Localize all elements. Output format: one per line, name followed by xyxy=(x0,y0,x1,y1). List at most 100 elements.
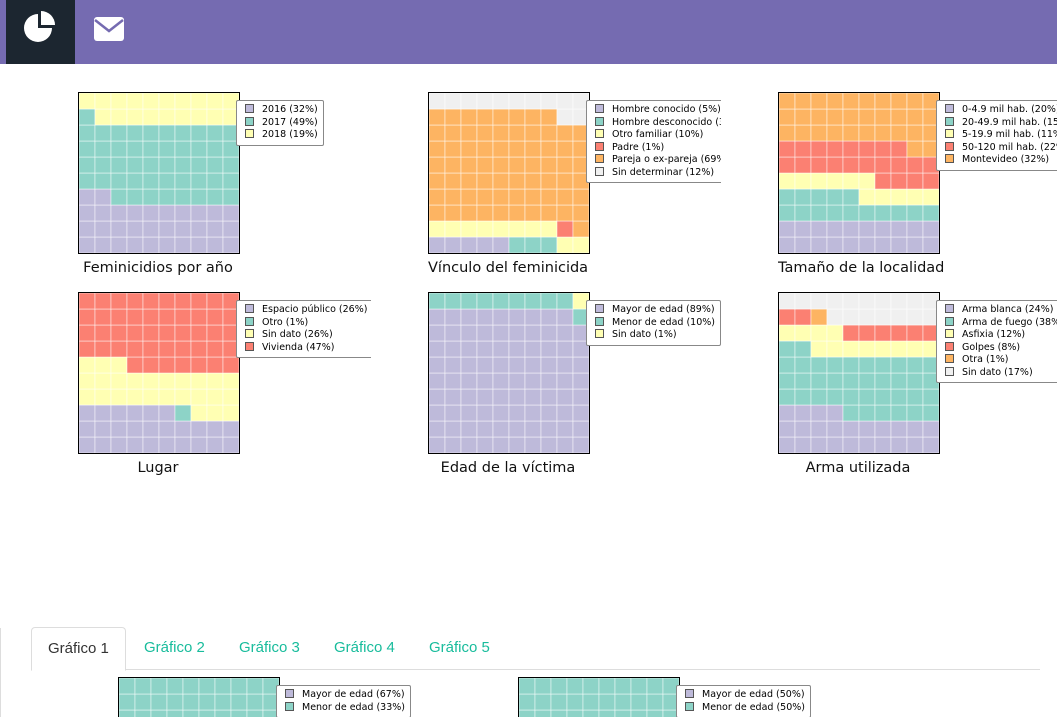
waffle-cell xyxy=(444,236,462,254)
waffle-cell xyxy=(110,324,128,342)
waffle-panel: Hombre conocido (5%) Hombre desconocido (… xyxy=(428,92,721,282)
waffle-cell xyxy=(524,340,542,358)
waffle-cell xyxy=(556,140,574,158)
waffle-cell xyxy=(460,188,478,206)
waffle-cell xyxy=(174,92,192,110)
waffle-cell xyxy=(492,292,510,310)
waffle-cell xyxy=(842,340,860,358)
waffle-cell xyxy=(174,172,192,190)
waffle-cell xyxy=(524,172,542,190)
waffle-cell xyxy=(540,356,558,374)
mail-nav-button[interactable] xyxy=(75,0,144,64)
waffle-cell xyxy=(126,340,144,358)
waffle-cell xyxy=(508,188,526,206)
tab[interactable]: Gráfico 4 xyxy=(334,639,395,656)
waffle-cell xyxy=(444,204,462,222)
waffle-cell xyxy=(230,677,248,695)
waffle-cell xyxy=(556,204,574,222)
legend: Mayor de edad (89%) Menor de edad (10%) Si… xyxy=(586,300,721,346)
waffle-cell xyxy=(126,108,144,126)
waffle-cell xyxy=(794,436,812,454)
waffle-cell xyxy=(794,188,812,206)
waffle-cell xyxy=(78,236,96,254)
chart-title: Edad de la víctima xyxy=(440,460,576,476)
waffle-cell xyxy=(826,108,844,126)
waffle-cell xyxy=(182,693,200,711)
waffle-cell xyxy=(508,340,526,358)
waffle-cell xyxy=(810,236,828,254)
pie-icon xyxy=(24,11,55,42)
waffle-cell xyxy=(142,140,160,158)
waffle-cell xyxy=(126,188,144,206)
waffle-cell xyxy=(550,677,568,695)
waffle-cell xyxy=(158,388,176,406)
waffle-cell xyxy=(810,420,828,438)
waffle-cell xyxy=(572,372,590,390)
waffle-cell xyxy=(174,356,192,374)
chart-nav-button[interactable] xyxy=(6,0,75,64)
waffle-cell xyxy=(94,404,112,422)
waffle-cell xyxy=(142,220,160,238)
waffle-cell xyxy=(540,324,558,342)
waffle-cell xyxy=(126,156,144,174)
waffle-cell xyxy=(906,220,924,238)
waffle-cell xyxy=(476,236,494,254)
legend-item: Mayor de edad (67%) xyxy=(285,689,405,702)
waffle-cell xyxy=(444,404,462,422)
waffle-cell xyxy=(110,188,128,206)
legend-label: Arma blanca (24%) xyxy=(962,304,1054,315)
tab[interactable]: Gráfico 5 xyxy=(429,639,490,656)
waffle-cell xyxy=(428,124,446,142)
waffle-cell xyxy=(874,308,892,326)
waffle-cell xyxy=(94,140,112,158)
waffle-cell xyxy=(858,324,876,342)
top-bar xyxy=(0,0,1057,64)
waffle-cell xyxy=(842,188,860,206)
waffle-grid xyxy=(78,92,240,254)
waffle-cell xyxy=(874,356,892,374)
waffle-cell xyxy=(556,420,574,438)
waffle-cell xyxy=(118,709,136,717)
waffle-cell xyxy=(428,156,446,174)
waffle-cell xyxy=(794,124,812,142)
waffle-cell xyxy=(810,436,828,454)
waffle-cell xyxy=(890,324,908,342)
waffle-cell xyxy=(158,140,176,158)
waffle-cell xyxy=(142,236,160,254)
waffle-cell xyxy=(142,372,160,390)
waffle-cell xyxy=(444,340,462,358)
tab[interactable]: Gráfico 1 xyxy=(31,627,126,671)
waffle-cell xyxy=(842,108,860,126)
waffle-cell xyxy=(556,108,574,126)
waffle-cell xyxy=(566,677,584,695)
waffle-cell xyxy=(556,292,574,310)
waffle-panel: Espacio público (26%) Otro (1%) Sin dato (… xyxy=(78,292,371,482)
waffle-cell xyxy=(476,372,494,390)
legend-swatch xyxy=(595,104,604,113)
waffle-cell xyxy=(508,220,526,238)
waffle-cell xyxy=(214,693,232,711)
waffle-cell xyxy=(858,204,876,222)
waffle-cell xyxy=(110,436,128,454)
waffle-cell xyxy=(94,236,112,254)
legend: Arma blanca (24%) Arma de fuego (38%) Asfi… xyxy=(936,300,1057,383)
waffle-cell xyxy=(118,677,136,695)
waffle-cell xyxy=(778,436,796,454)
waffle-cell xyxy=(174,188,192,206)
waffle-cell xyxy=(810,372,828,390)
tab[interactable]: Gráfico 2 xyxy=(144,639,205,656)
waffle-cell xyxy=(874,420,892,438)
waffle-cell xyxy=(524,140,542,158)
waffle-cell xyxy=(890,388,908,406)
waffle-cell xyxy=(222,436,240,454)
waffle-cell xyxy=(492,324,510,342)
tab[interactable]: Gráfico 3 xyxy=(239,639,300,656)
waffle-cell xyxy=(110,308,128,326)
waffle-cell xyxy=(890,172,908,190)
legend-item: Menor de edad (33%) xyxy=(285,701,405,715)
waffle-cell xyxy=(126,308,144,326)
waffle-cell xyxy=(78,356,96,374)
waffle-cell xyxy=(78,436,96,454)
waffle-cell xyxy=(906,324,924,342)
waffle-cell xyxy=(476,204,494,222)
